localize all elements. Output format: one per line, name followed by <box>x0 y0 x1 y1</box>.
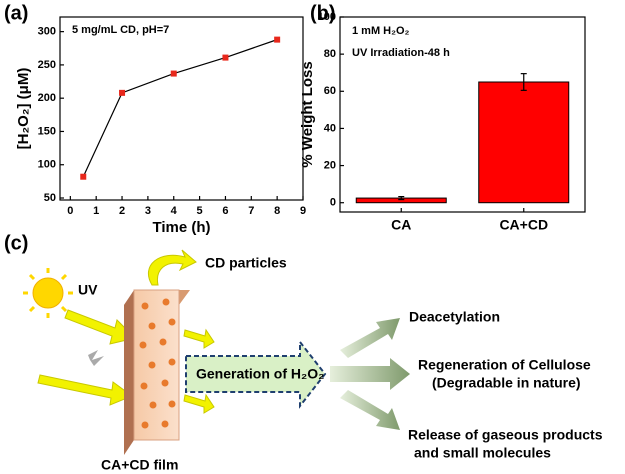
panel-label: (c) <box>4 232 28 254</box>
x-tick-label: 2 <box>119 205 125 217</box>
y-tick-label: 50 <box>44 192 56 204</box>
y-tick-label: 40 <box>324 122 336 134</box>
plot-frame <box>339 16 586 213</box>
x-tick-label: 7 <box>248 205 254 217</box>
marker <box>80 173 87 180</box>
center-label: Generation of H₂O₂ <box>196 366 324 382</box>
outcome: (Degradable in nature) <box>432 375 581 391</box>
y-axis-label: % Weight Loss <box>299 61 316 167</box>
y-tick-label: 300 <box>38 26 56 38</box>
plot-frame <box>59 16 304 201</box>
particles-label: CD particles <box>205 255 287 271</box>
annotation: UV Irradiation-48 h <box>352 47 450 59</box>
uv-arrows <box>37 309 136 406</box>
uv-label: UV <box>78 282 98 298</box>
annotation: 1 mM H₂O₂ <box>352 25 410 37</box>
error-bar <box>520 73 527 91</box>
x-tick-label: 0 <box>67 205 73 217</box>
line <box>82 39 278 177</box>
sun <box>23 268 73 318</box>
outcome: Deacetylation <box>409 309 500 325</box>
marker <box>222 54 229 61</box>
bar <box>478 81 570 204</box>
outcome: Regeneration of Cellulose <box>418 357 591 373</box>
marker <box>119 89 126 96</box>
x-tick-label: 6 <box>222 205 228 217</box>
y-tick-label: 60 <box>324 85 336 97</box>
film <box>124 289 190 455</box>
out-arrows <box>183 328 215 414</box>
y-tick-label: 100 <box>38 159 56 171</box>
y-tick-label: 200 <box>38 92 56 104</box>
outcome: Release of gaseous products <box>408 427 603 443</box>
annotation: 5 mg/mL CD, pH=7 <box>72 24 169 36</box>
spark <box>88 350 104 366</box>
y-tick-label: 150 <box>38 125 56 137</box>
x-tick-label: 8 <box>274 205 280 217</box>
x-tick-label: CA+CD <box>499 217 548 233</box>
marker <box>170 70 177 77</box>
y-tick-label: 250 <box>38 59 56 71</box>
center-arrow <box>185 339 327 409</box>
y-axis-label: [H₂O₂] (μM) <box>15 68 32 150</box>
x-tick-label: 3 <box>145 205 151 217</box>
x-tick-label: 9 <box>300 205 306 217</box>
panel-label: (a) <box>4 2 28 24</box>
y-tick-label: 20 <box>324 159 336 171</box>
y-tick-label: 100 <box>318 11 336 23</box>
x-tick-label: CA <box>391 217 411 233</box>
film-label: CA+CD film <box>101 457 178 473</box>
x-tick-label: 1 <box>93 205 99 217</box>
y-tick-label: 0 <box>330 197 336 209</box>
green-arrows <box>330 318 410 430</box>
x-tick-label: 5 <box>197 205 203 217</box>
marker <box>274 36 281 43</box>
x-axis-label: Time (h) <box>152 219 210 236</box>
y-tick-label: 80 <box>324 48 336 60</box>
x-tick-label: 4 <box>171 205 178 217</box>
diagram: (c) UV <box>4 232 603 472</box>
error-bar <box>398 195 405 201</box>
particle-arrow <box>147 249 197 286</box>
outcome: and small molecules <box>414 445 551 461</box>
panel-label: (b) <box>310 2 336 24</box>
